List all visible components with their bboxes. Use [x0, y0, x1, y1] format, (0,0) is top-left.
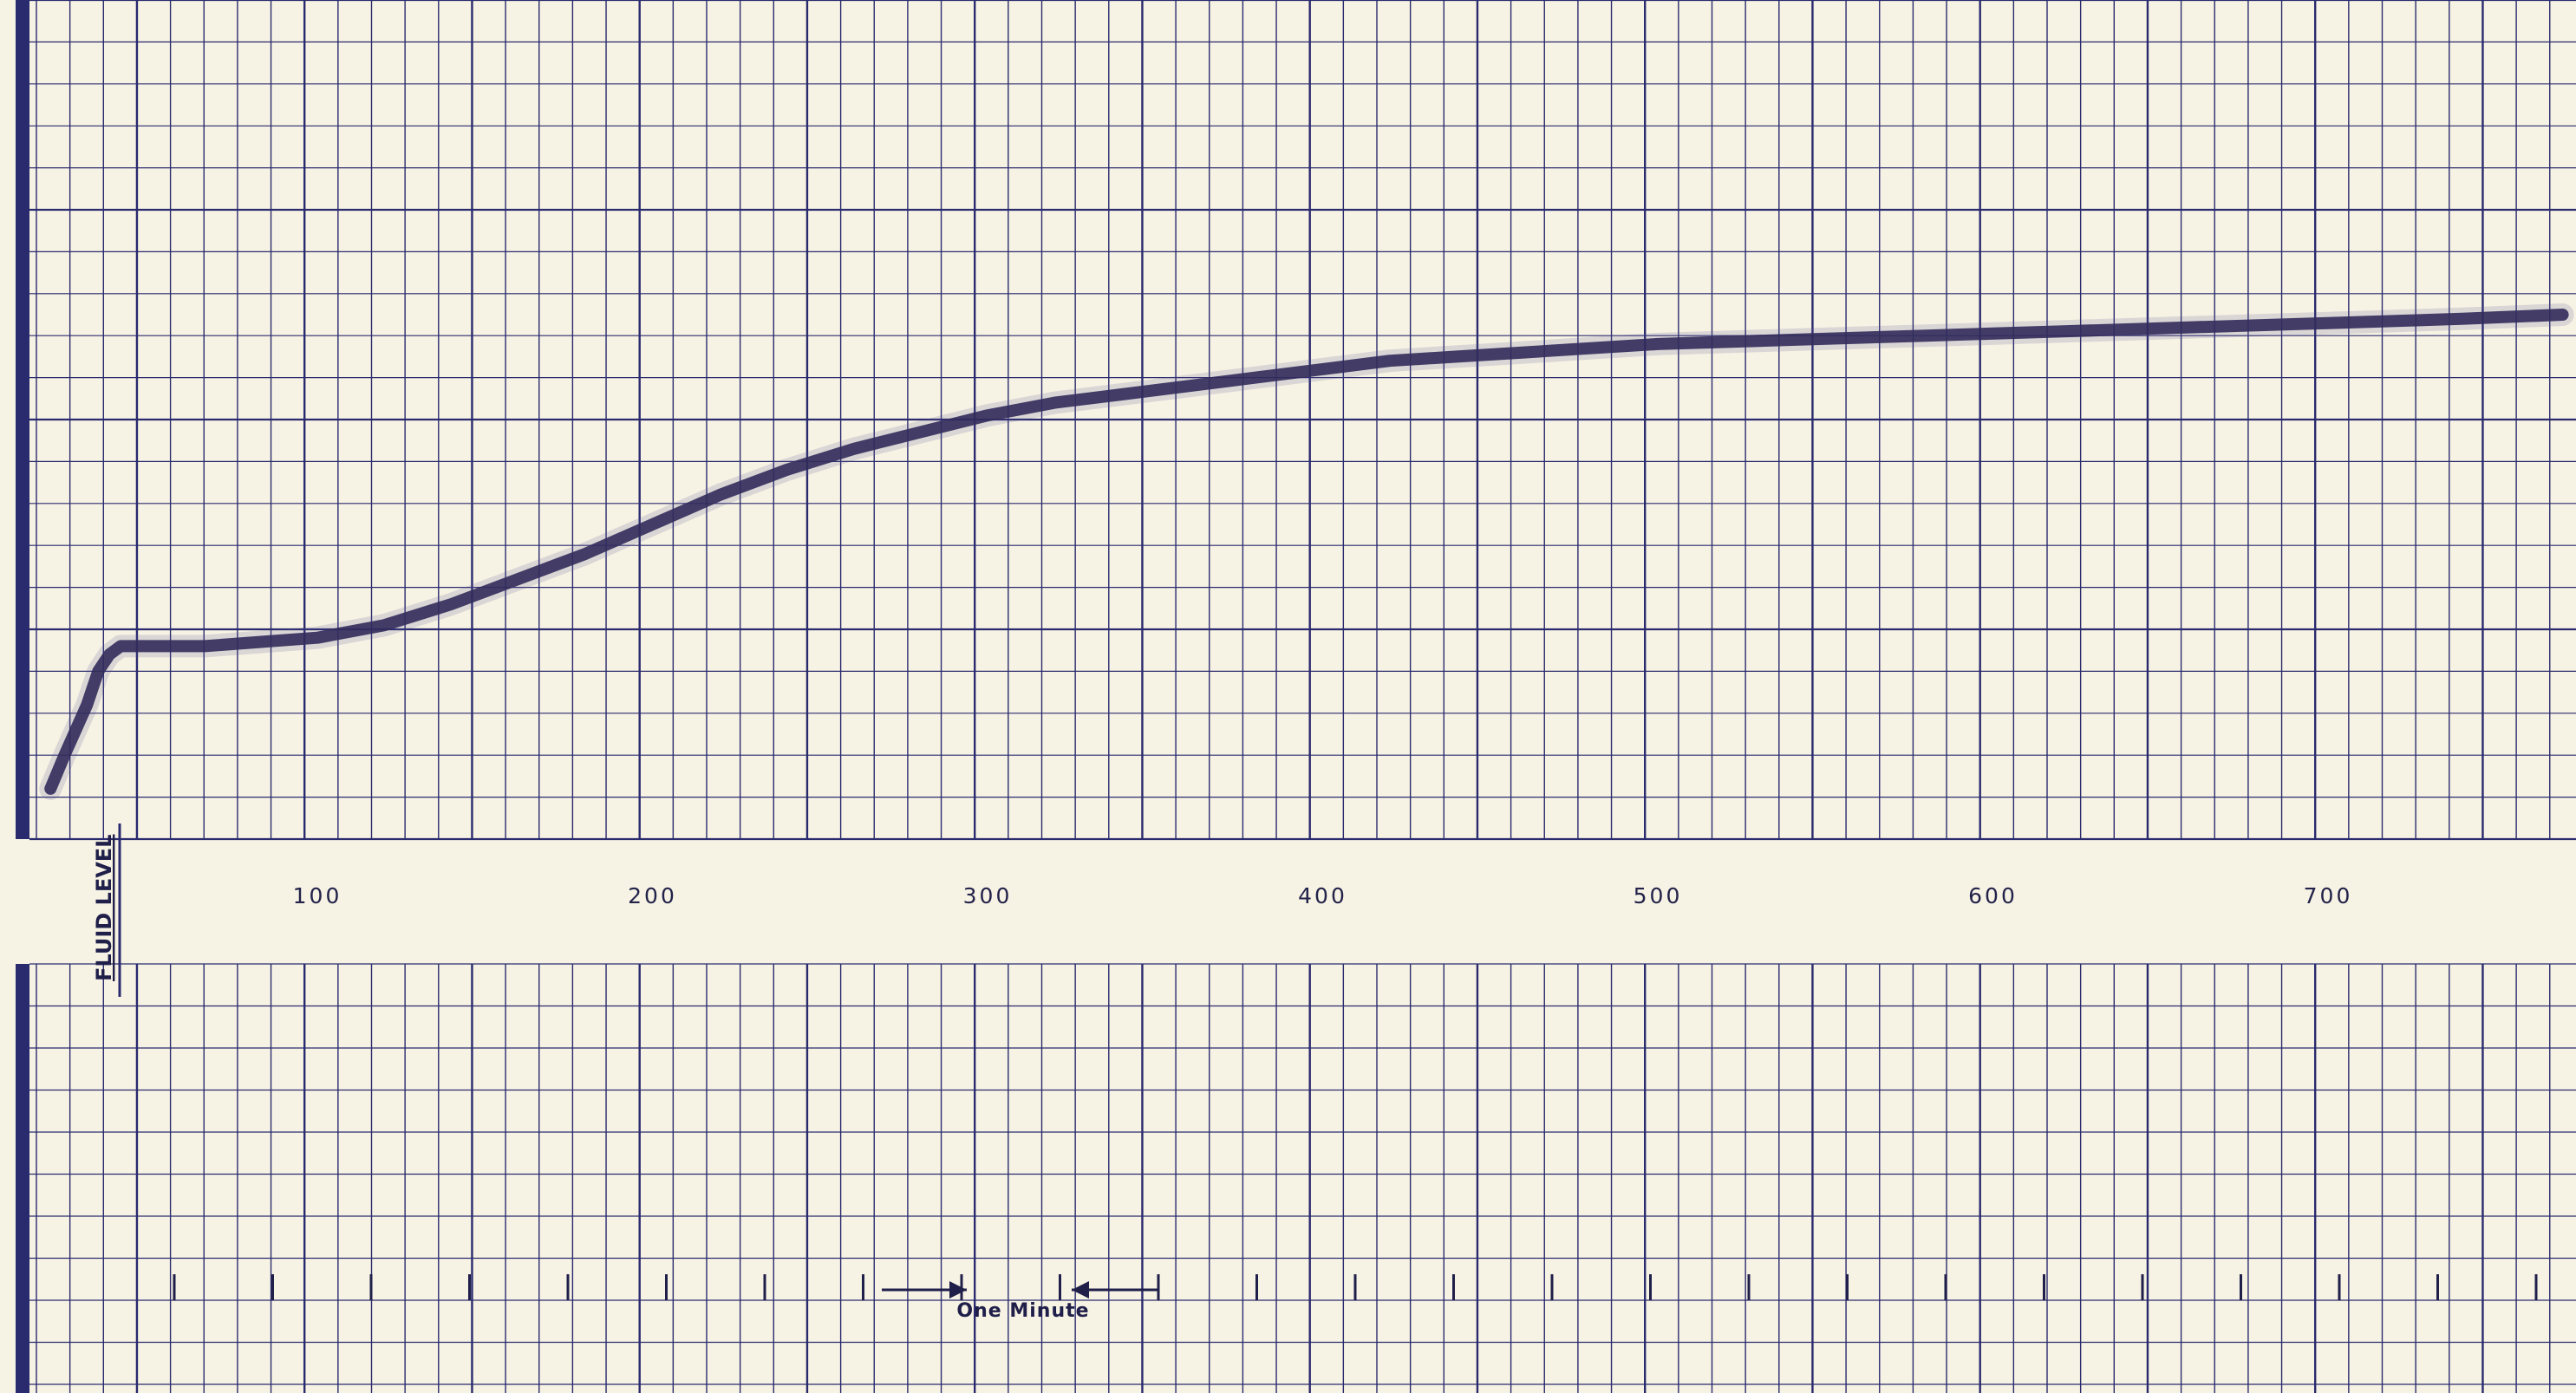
y-axis-label: FLUID LEVEL — [92, 835, 116, 981]
annotation-arrow-right-head — [1072, 1281, 1089, 1299]
x-tick-label: 400 — [1298, 883, 1347, 908]
annotation-one-minute: One Minute — [956, 1300, 1089, 1322]
x-tick-label: 600 — [1968, 883, 2018, 908]
left-border-upper — [16, 0, 29, 839]
x-tick-label: 300 — [963, 883, 1013, 908]
x-tick-label: 500 — [1634, 883, 1683, 908]
annotation-arrow-left-head — [949, 1281, 967, 1299]
x-tick-label: 100 — [293, 883, 342, 908]
x-tick-label: 700 — [2304, 883, 2353, 908]
data-trace — [44, 309, 2569, 795]
left-border-lower — [16, 964, 29, 1393]
x-tick-label: 200 — [628, 883, 677, 908]
data-trace-halo — [39, 303, 2574, 800]
